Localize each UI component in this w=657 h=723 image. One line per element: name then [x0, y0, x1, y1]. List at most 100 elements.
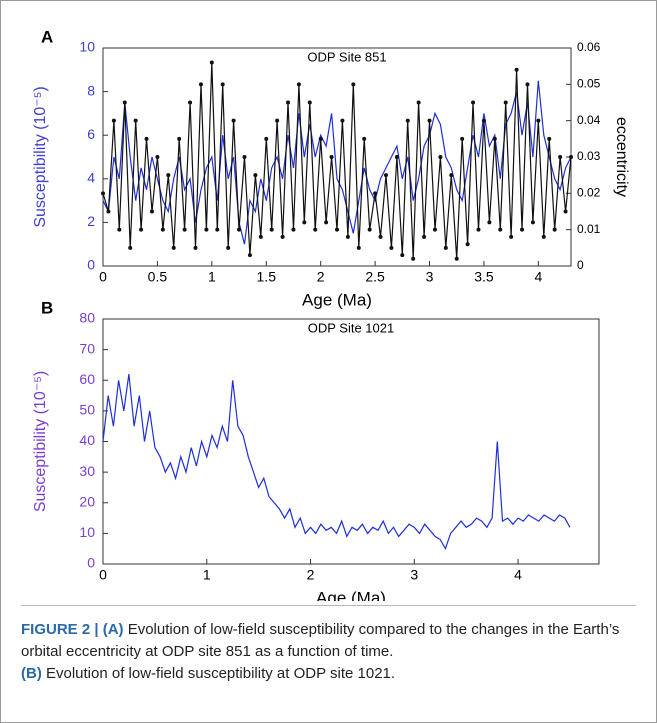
- data-point: [389, 245, 394, 250]
- x-axis-label: Age (Ma): [302, 290, 372, 309]
- data-point: [111, 118, 116, 123]
- data-point: [106, 209, 111, 214]
- data-point: [558, 155, 563, 159]
- data-point: [547, 136, 552, 141]
- data-point: [329, 155, 334, 159]
- y-tick-label: 80: [79, 310, 95, 326]
- data-point: [177, 136, 182, 141]
- data-point: [264, 136, 269, 141]
- data-point: [449, 173, 454, 178]
- y-tick-label: 20: [79, 493, 95, 509]
- data-point: [465, 242, 470, 247]
- y2-tick-label: 0.01: [577, 222, 601, 236]
- chart: A ODP Site 851 0 0.5 1 1.5 2 2.5 3 3.5 4 Age (Ma) 0 2…: [32, 27, 630, 607]
- data-point: [226, 245, 231, 250]
- data-point: [569, 155, 573, 159]
- data-point: [481, 118, 486, 123]
- data-point: [166, 173, 171, 178]
- caption-text: Evolution of low-field susceptibility co…: [21, 621, 620, 660]
- data-point: [460, 136, 465, 141]
- y2-tick-label: 0.05: [577, 77, 601, 91]
- data-point: [405, 118, 410, 123]
- data-point: [536, 118, 541, 123]
- data-point: [503, 100, 508, 105]
- y2-tick-label: 0.06: [577, 40, 601, 54]
- caption-tag: (B): [21, 665, 42, 682]
- data-point: [416, 100, 421, 105]
- x-tick-label: 4: [514, 567, 522, 583]
- data-point: [520, 227, 525, 232]
- data-point: [498, 227, 503, 232]
- data-point: [411, 256, 416, 261]
- data-point: [215, 227, 220, 232]
- y-tick-label: 0: [87, 257, 95, 273]
- data-point: [530, 220, 535, 225]
- panel-label: A: [41, 27, 53, 46]
- data-point: [362, 136, 367, 141]
- y-tick-label: 4: [87, 170, 95, 186]
- y-tick-label: 70: [79, 340, 95, 356]
- data-point: [525, 82, 530, 87]
- x-tick-label: 0: [99, 269, 107, 285]
- y-tick-label: 10: [79, 524, 95, 540]
- data-point: [563, 209, 568, 214]
- data-point: [155, 155, 160, 159]
- chart-title: ODP Site 851: [307, 49, 386, 64]
- data-point: [356, 245, 361, 250]
- y-tick-label: 60: [79, 371, 95, 387]
- data-point: [188, 100, 193, 105]
- panel-label: B: [41, 298, 53, 317]
- x-tick-label: 2: [307, 567, 315, 583]
- y-tick-label: 40: [79, 432, 95, 448]
- x-tick-label: 0: [99, 567, 107, 583]
- caption: FIGURE 2 | (A) Evolution of low-field su…: [21, 619, 641, 685]
- data-point: [471, 100, 476, 105]
- x-tick-label: 4: [534, 269, 542, 285]
- data-point: [443, 245, 448, 250]
- x-tick-label: 2.5: [365, 269, 385, 285]
- y-tick-label: 10: [79, 39, 95, 55]
- data-point: [383, 173, 388, 178]
- data-point: [237, 227, 242, 232]
- x-tick-label: 1: [203, 567, 211, 583]
- data-point: [182, 227, 187, 232]
- y-axis-label: Susceptibility (10⁻⁵): [32, 371, 49, 512]
- y-tick-label: 6: [87, 126, 95, 142]
- data-point: [220, 82, 225, 87]
- data-point: [367, 227, 372, 232]
- data-point: [198, 82, 203, 87]
- data-point: [373, 191, 378, 196]
- data-point: [307, 100, 312, 105]
- data-point: [171, 245, 176, 250]
- data-point: [552, 227, 557, 232]
- x-tick-label: 1.5: [257, 269, 277, 285]
- caption-text: Evolution of low-field susceptibility at…: [41, 665, 396, 682]
- x-tick-label: 3: [410, 567, 418, 583]
- data-point: [231, 118, 236, 123]
- x-tick-label: 2: [317, 269, 325, 285]
- y-tick-label: 50: [79, 402, 95, 418]
- caption-tag: (A): [102, 621, 124, 638]
- y2-tick-label: 0.02: [577, 186, 601, 200]
- data-point: [487, 220, 492, 225]
- y2-axis-label: eccentricity: [613, 117, 630, 197]
- data-point: [378, 234, 383, 239]
- x-tick-label: 3.5: [474, 269, 494, 285]
- data-point: [128, 245, 133, 250]
- x-axis-label: Age (Ma): [316, 588, 386, 601]
- data-point: [275, 118, 280, 123]
- y2-tick-label: 0: [577, 258, 584, 272]
- data-point: [514, 67, 519, 72]
- data-point: [286, 100, 291, 105]
- data-point: [400, 253, 405, 258]
- data-point: [324, 220, 329, 225]
- data-point: [193, 245, 198, 250]
- data-point: [427, 118, 432, 123]
- data-point: [247, 253, 252, 258]
- data-point: [204, 227, 209, 232]
- data-point: [541, 234, 546, 239]
- data-point: [302, 220, 307, 225]
- y2-tick-label: 0.04: [577, 113, 601, 127]
- data-point: [144, 136, 149, 141]
